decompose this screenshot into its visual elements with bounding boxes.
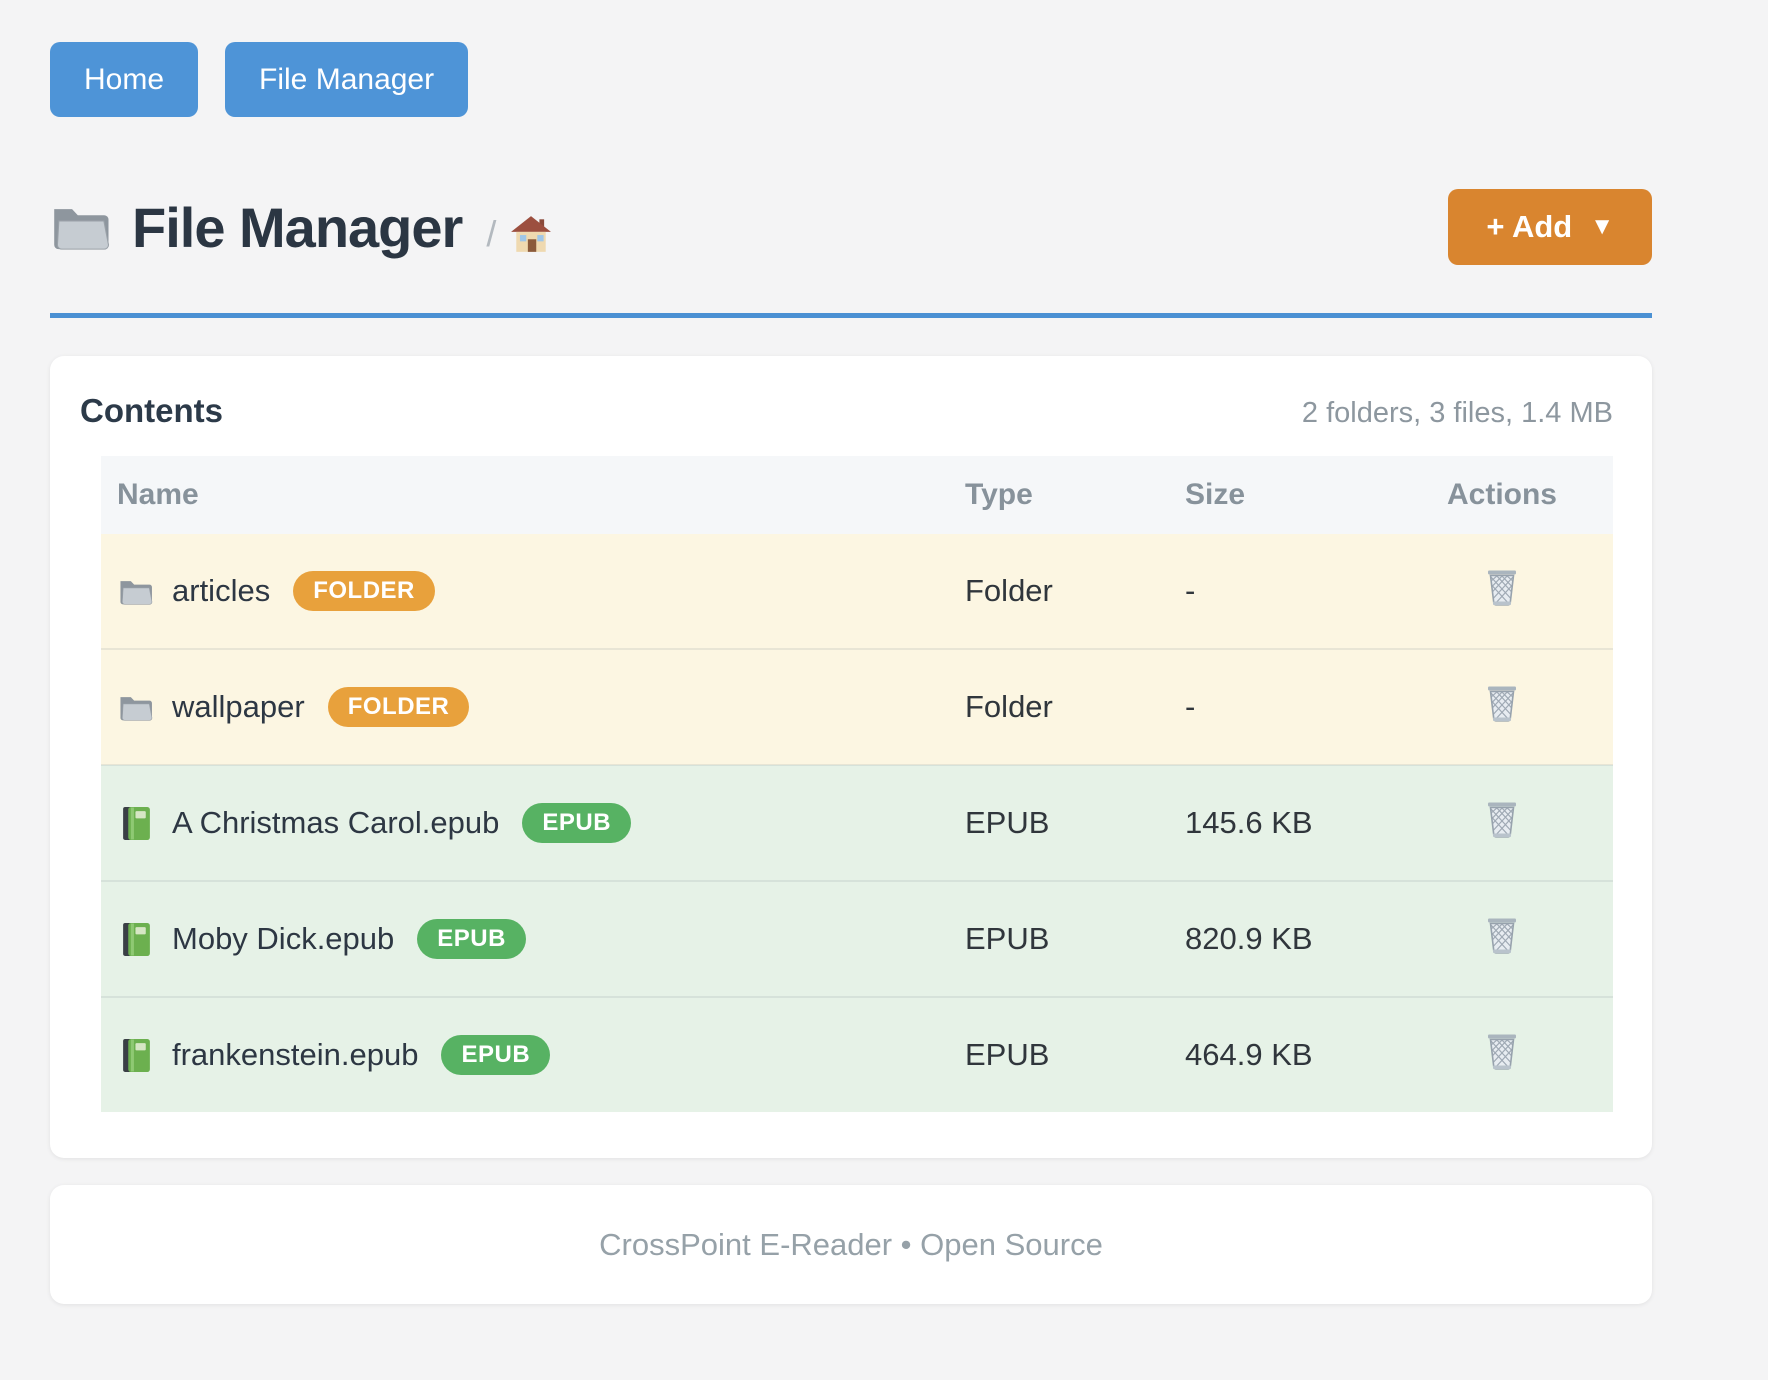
delete-button[interactable]: [1484, 1031, 1520, 1071]
table-row[interactable]: articles FOLDER Folder -: [101, 534, 1613, 649]
contents-card: Contents 2 folders, 3 files, 1.4 MB Name…: [50, 356, 1652, 1158]
trash-icon: [1484, 683, 1520, 723]
file-size: 464.9 KB: [1185, 1037, 1313, 1072]
book-icon: [117, 806, 155, 841]
file-type: EPUB: [965, 921, 1050, 956]
contents-table: Name Type Size Actions articles FOLDER F…: [101, 456, 1613, 1112]
file-size: 145.6 KB: [1185, 805, 1313, 840]
contents-table-body: articles FOLDER Folder - wallpaper FOLDE…: [101, 534, 1613, 1112]
file-name[interactable]: frankenstein.epub: [172, 1037, 419, 1072]
folder-icon: [117, 693, 155, 722]
table-row[interactable]: frankenstein.epub EPUB EPUB 464.9 KB: [101, 997, 1613, 1112]
column-header-type: Type: [949, 456, 1169, 534]
delete-button[interactable]: [1484, 799, 1520, 839]
file-name[interactable]: A Christmas Carol.epub: [172, 805, 500, 840]
caret-down-icon: ▼: [1590, 213, 1614, 240]
file-type-badge: EPUB: [417, 919, 526, 959]
trash-icon: [1484, 915, 1520, 955]
trash-icon: [1484, 1031, 1520, 1071]
page-header: File Manager / + Add ▼: [50, 189, 1652, 265]
file-name[interactable]: wallpaper: [172, 689, 305, 724]
file-type-badge: FOLDER: [327, 687, 470, 727]
contents-card-header: Contents 2 folders, 3 files, 1.4 MB: [80, 392, 1613, 430]
file-manager-button[interactable]: File Manager: [225, 42, 469, 117]
top-nav: Home File Manager: [50, 42, 1652, 117]
add-button[interactable]: + Add ▼: [1448, 189, 1652, 265]
column-header-actions: Actions: [1391, 456, 1613, 534]
page-title: File Manager: [132, 195, 463, 259]
title-group: File Manager /: [50, 195, 552, 260]
folder-title-icon: [50, 202, 112, 252]
footer-text: CrossPoint E-Reader • Open Source: [599, 1226, 1103, 1262]
footer: CrossPoint E-Reader • Open Source: [50, 1185, 1652, 1304]
folder-icon: [117, 577, 155, 606]
table-row[interactable]: wallpaper FOLDER Folder -: [101, 649, 1613, 765]
book-icon: [117, 1038, 155, 1073]
table-header-row: Name Type Size Actions: [101, 456, 1613, 534]
add-button-label: + Add: [1486, 209, 1573, 244]
file-name[interactable]: articles: [172, 573, 271, 608]
contents-heading: Contents: [80, 392, 223, 429]
file-type-badge: EPUB: [441, 1035, 551, 1075]
file-type: Folder: [965, 689, 1053, 724]
file-type-badge: EPUB: [522, 803, 632, 843]
breadcrumb-separator: /: [486, 213, 497, 254]
file-type-badge: FOLDER: [293, 571, 435, 611]
home-breadcrumb-icon[interactable]: [510, 215, 552, 253]
file-size: 820.9 KB: [1185, 921, 1313, 956]
contents-summary: 2 folders, 3 files, 1.4 MB: [1301, 397, 1613, 429]
home-button[interactable]: Home: [50, 42, 199, 117]
page: Home File Manager File Manager / + Add ▼…: [50, 0, 1652, 1304]
file-size: -: [1185, 689, 1196, 724]
delete-button[interactable]: [1484, 567, 1520, 607]
file-type: EPUB: [965, 1037, 1050, 1072]
trash-icon: [1484, 799, 1520, 839]
column-header-name: Name: [101, 456, 949, 534]
column-header-size: Size: [1169, 456, 1391, 534]
file-type: EPUB: [965, 805, 1050, 840]
file-type: Folder: [965, 573, 1053, 608]
delete-button[interactable]: [1484, 915, 1520, 955]
table-row[interactable]: Moby Dick.epub EPUB EPUB 820.9 KB: [101, 881, 1613, 997]
file-size: -: [1185, 573, 1196, 608]
delete-button[interactable]: [1484, 683, 1520, 723]
table-row[interactable]: A Christmas Carol.epub EPUB EPUB 145.6 K…: [101, 765, 1613, 881]
trash-icon: [1484, 567, 1520, 607]
book-icon: [117, 922, 155, 957]
title-divider: [50, 313, 1652, 318]
file-name[interactable]: Moby Dick.epub: [172, 921, 395, 956]
